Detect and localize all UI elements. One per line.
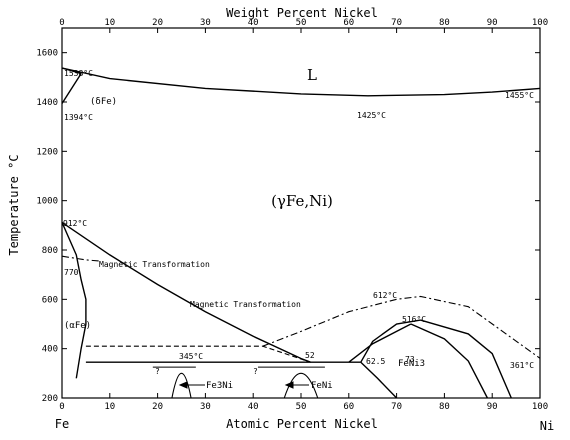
annotation-question-1: ? bbox=[155, 367, 160, 376]
x-tick-label: 70 bbox=[391, 402, 402, 412]
x-tick-label: 30 bbox=[200, 402, 211, 412]
annotation-feni3-max: 612°C bbox=[373, 291, 397, 300]
phase-curves bbox=[61, 67, 541, 399]
axis-ticks: 0 10 20 30 40 50 60 70 80 90 1000 10 20 30 40 50 60 70 80 9… bbox=[36, 18, 548, 412]
y-tick-label: 1400 bbox=[36, 98, 58, 108]
top-tick-label: 90 bbox=[487, 18, 498, 28]
phase-alpha-label: (αFe) bbox=[64, 321, 91, 331]
fe3ni-pointer-arrow bbox=[178, 381, 205, 389]
annotation-mag-transform-2: Magnetic Transformation bbox=[190, 300, 301, 309]
y-tick-label: 1600 bbox=[36, 49, 58, 59]
curve-feni3_inner_left bbox=[348, 323, 412, 363]
phase-gamma-label: (γFe,Ni) bbox=[271, 192, 333, 210]
annotation-fe-melt: 1538°C bbox=[64, 69, 93, 78]
annotation-mag-transform-1: Magnetic Transformation bbox=[99, 260, 210, 269]
y-axis-label: Temperature °C bbox=[7, 154, 21, 255]
x-tick-label: 100 bbox=[532, 402, 548, 412]
top-tick-label: 60 bbox=[343, 18, 354, 28]
curve-fe3ni-dome bbox=[171, 373, 192, 399]
annotation-liquidus-min: 1425°C bbox=[357, 111, 386, 120]
top-tick-label: 20 bbox=[152, 18, 163, 28]
y-tick-label: 200 bbox=[42, 394, 58, 404]
top-tick-label: 80 bbox=[439, 18, 450, 28]
top-axis-title: Weight Percent Nickel bbox=[226, 6, 378, 20]
curve-alpha_gamma_boundary bbox=[61, 222, 87, 379]
y-tick-label: 1200 bbox=[36, 147, 58, 157]
top-tick-label: 10 bbox=[104, 18, 115, 28]
curve-gamma_alpha_boundary bbox=[61, 221, 311, 363]
x-tick-label: 90 bbox=[487, 402, 498, 412]
y-tick-label: 1000 bbox=[36, 197, 58, 207]
element-ni-label: Ni bbox=[540, 419, 554, 433]
x-tick-label: 60 bbox=[343, 402, 354, 412]
curve-feni3_left bbox=[360, 319, 421, 363]
annotation-eutectoid: 345°C bbox=[179, 352, 203, 361]
curve-mag_ordered bbox=[262, 295, 541, 359]
curve-feni3_right bbox=[420, 319, 512, 399]
annotation-ni-melt: 1455°C bbox=[505, 91, 534, 100]
x-tick-label: 50 bbox=[296, 402, 307, 412]
x-tick-label: 10 bbox=[104, 402, 115, 412]
top-tick-label: 50 bbox=[296, 18, 307, 28]
phase-feni-label: FeNi bbox=[311, 381, 333, 391]
phase-delta-label: (δFe) bbox=[90, 97, 117, 107]
annotation-composition-73: 73 bbox=[405, 355, 415, 364]
annotation-comp-52: 52 bbox=[305, 351, 315, 360]
y-tick-label: 800 bbox=[42, 246, 58, 256]
y-tick-label: 600 bbox=[42, 295, 58, 305]
phase-fe3ni-label: Fe3Ni bbox=[206, 381, 233, 391]
annotation-feni3-order: 516°C bbox=[402, 315, 426, 324]
top-tick-label: 40 bbox=[248, 18, 259, 28]
curve-liquidus bbox=[61, 67, 541, 97]
phase-feni3-label: FeNi3 bbox=[398, 359, 425, 369]
curve-feni3_inner_right bbox=[410, 323, 489, 399]
plot-frame bbox=[61, 27, 541, 399]
x-tick-label: 80 bbox=[439, 402, 450, 412]
y-tick-label: 400 bbox=[42, 345, 58, 355]
curve-feni3_drop bbox=[360, 361, 398, 399]
top-tick-label: 100 bbox=[532, 18, 548, 28]
x-tick-label: 40 bbox=[248, 402, 259, 412]
feni-pointer-arrow bbox=[284, 381, 309, 389]
annotation-comp-62-5: 62.5 bbox=[366, 357, 385, 366]
x-tick-label: 0 bbox=[59, 402, 64, 412]
annotation-alpha-gamma: 912°C bbox=[63, 219, 87, 228]
top-tick-label: 30 bbox=[200, 18, 211, 28]
curve-mag_dashed bbox=[85, 345, 311, 363]
phase-liquid-label: L bbox=[307, 66, 317, 84]
annotation-question-2: ? bbox=[253, 367, 258, 376]
annotation-ni-curie: 361°C bbox=[510, 361, 534, 370]
curve-feni-dome bbox=[283, 373, 319, 399]
top-tick-label: 70 bbox=[391, 18, 402, 28]
x-tick-label: 20 bbox=[152, 402, 163, 412]
top-tick-label: 0 bbox=[59, 18, 64, 28]
x-axis-label: Atomic Percent Nickel bbox=[226, 417, 378, 431]
curve-mag_fe bbox=[61, 255, 101, 262]
annotation-mag-fe: 770 bbox=[64, 268, 79, 277]
element-fe-label: Fe bbox=[55, 417, 69, 431]
annotation-delta-gamma: 1394°C bbox=[64, 113, 93, 122]
curve-delta_lower bbox=[61, 73, 82, 104]
curve-delta_upper bbox=[61, 67, 82, 75]
